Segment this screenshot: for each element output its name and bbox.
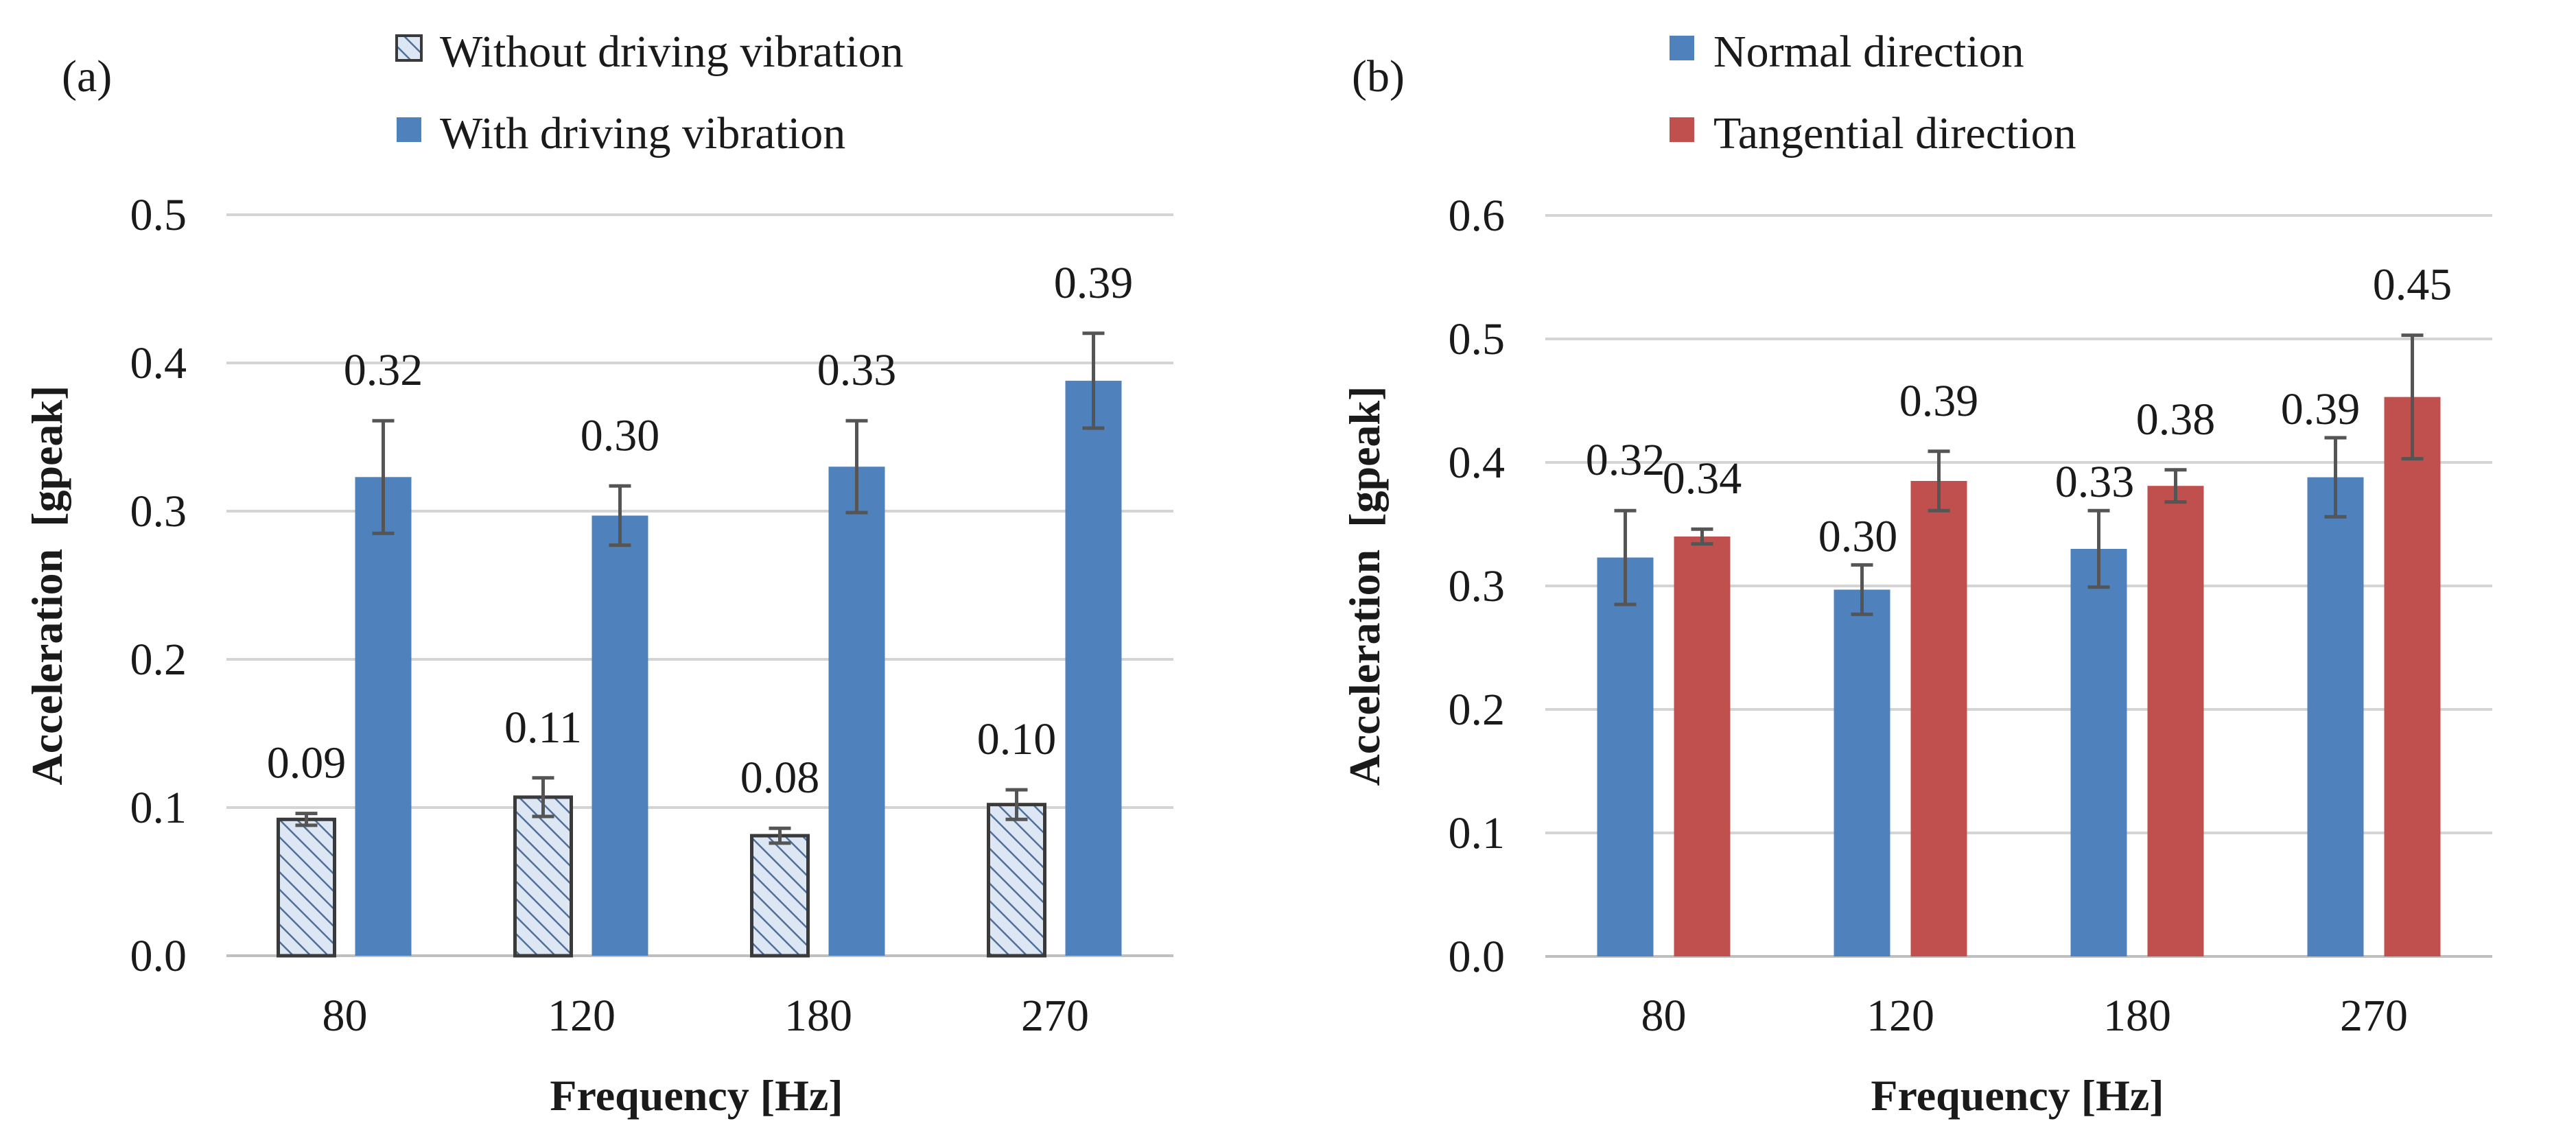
bar-a-s0-80 — [277, 817, 336, 958]
x-axis-title: Frequency [Hz] — [550, 1071, 843, 1120]
y-axis-title: Acceleration [gpeak] — [23, 386, 71, 786]
legend-swatch — [397, 117, 421, 142]
legend-swatch — [395, 34, 423, 62]
y-tick-label: 0.3 — [130, 486, 187, 537]
legend-label: With driving vibration — [440, 108, 845, 158]
x-tick-label: 80 — [1641, 991, 1687, 1041]
chart-panel-a: 0.0 0.1 0.2 0.3 0.4 0.5 80 120 180 270 0.09 0.11 0.0… — [23, 27, 1173, 1120]
legend-label: Without driving vibration — [440, 27, 904, 77]
bar-b-s1-180 — [2147, 486, 2204, 956]
data-label: 0.09 — [267, 738, 347, 788]
chart-panel-b: 0.0 0.1 0.2 0.3 0.4 0.5 0.6 80 120 180 270 0.32 0.30… — [1340, 27, 2492, 1120]
y-tick-label: 0.5 — [1449, 314, 1506, 364]
y-axis-title: Acceleration [gpeak] — [1340, 386, 1389, 786]
x-tick-label: 180 — [784, 991, 852, 1041]
x-tick-label: 270 — [1021, 991, 1089, 1041]
y-tick-label: 0.3 — [1449, 561, 1506, 611]
y-tick-label: 0.1 — [130, 783, 187, 833]
data-label: 0.30 — [581, 410, 660, 460]
x-tick-label: 180 — [2103, 991, 2171, 1041]
data-label: 0.08 — [740, 753, 820, 803]
data-label: 0.32 — [344, 345, 423, 395]
y-tick-label: 0.2 — [1449, 685, 1506, 735]
y-tick-label: 0.0 — [130, 931, 187, 981]
y-tick-label: 0.5 — [130, 190, 187, 240]
bar-b-s1-120 — [1910, 481, 1967, 956]
data-label: 0.38 — [2136, 395, 2216, 445]
legend-swatch — [1670, 117, 1694, 142]
y-tick-label: 0.2 — [130, 635, 187, 685]
data-label: 0.34 — [1663, 454, 1742, 504]
y-tick-label: 0.4 — [1449, 438, 1506, 488]
bar-b-s0-180 — [2070, 549, 2127, 956]
y-tick-label: 0.4 — [130, 338, 187, 388]
bar-a-s0-180 — [750, 834, 810, 958]
bar-a-s0-120 — [513, 795, 573, 958]
bar-b-s0-80 — [1597, 557, 1654, 956]
panel-label: (a) — [62, 51, 112, 102]
legend-label: Normal direction — [1713, 27, 2024, 77]
y-tick-label: 0.6 — [1449, 191, 1506, 241]
bar-b-s1-270 — [2384, 397, 2441, 956]
x-tick-label: 270 — [2340, 991, 2408, 1041]
x-tick-label: 120 — [548, 991, 616, 1041]
bar-a-s1-80 — [355, 477, 412, 956]
bar-a-s1-120 — [592, 515, 648, 956]
y-tick-label: 0.0 — [1449, 932, 1506, 982]
data-label: 0.45 — [2373, 260, 2452, 310]
data-label: 0.32 — [1586, 435, 1665, 485]
data-label: 0.33 — [2055, 457, 2135, 507]
data-label: 0.39 — [2281, 384, 2361, 434]
bar-a-s0-270 — [987, 803, 1046, 958]
bar-a-s1-270 — [1065, 380, 1122, 956]
panel-label: (b) — [1352, 51, 1405, 102]
x-tick-label: 120 — [1866, 991, 1934, 1041]
y-tick-label: 0.1 — [1449, 808, 1506, 858]
data-label: 0.10 — [977, 714, 1057, 764]
data-label: 0.30 — [1818, 511, 1898, 561]
bar-b-s0-120 — [1834, 589, 1890, 956]
bar-b-s0-270 — [2307, 477, 2364, 956]
data-label: 0.11 — [504, 703, 582, 753]
legend-swatch — [1670, 36, 1694, 60]
bar-b-s1-80 — [1674, 537, 1731, 956]
x-axis-title: Frequency [Hz] — [1871, 1071, 2164, 1120]
data-label: 0.39 — [1899, 376, 1979, 426]
bar-a-s1-180 — [828, 467, 885, 956]
legend-label: Tangential direction — [1713, 108, 2076, 158]
data-label: 0.39 — [1054, 258, 1134, 308]
data-label: 0.33 — [817, 345, 897, 395]
x-tick-label: 80 — [323, 991, 368, 1041]
